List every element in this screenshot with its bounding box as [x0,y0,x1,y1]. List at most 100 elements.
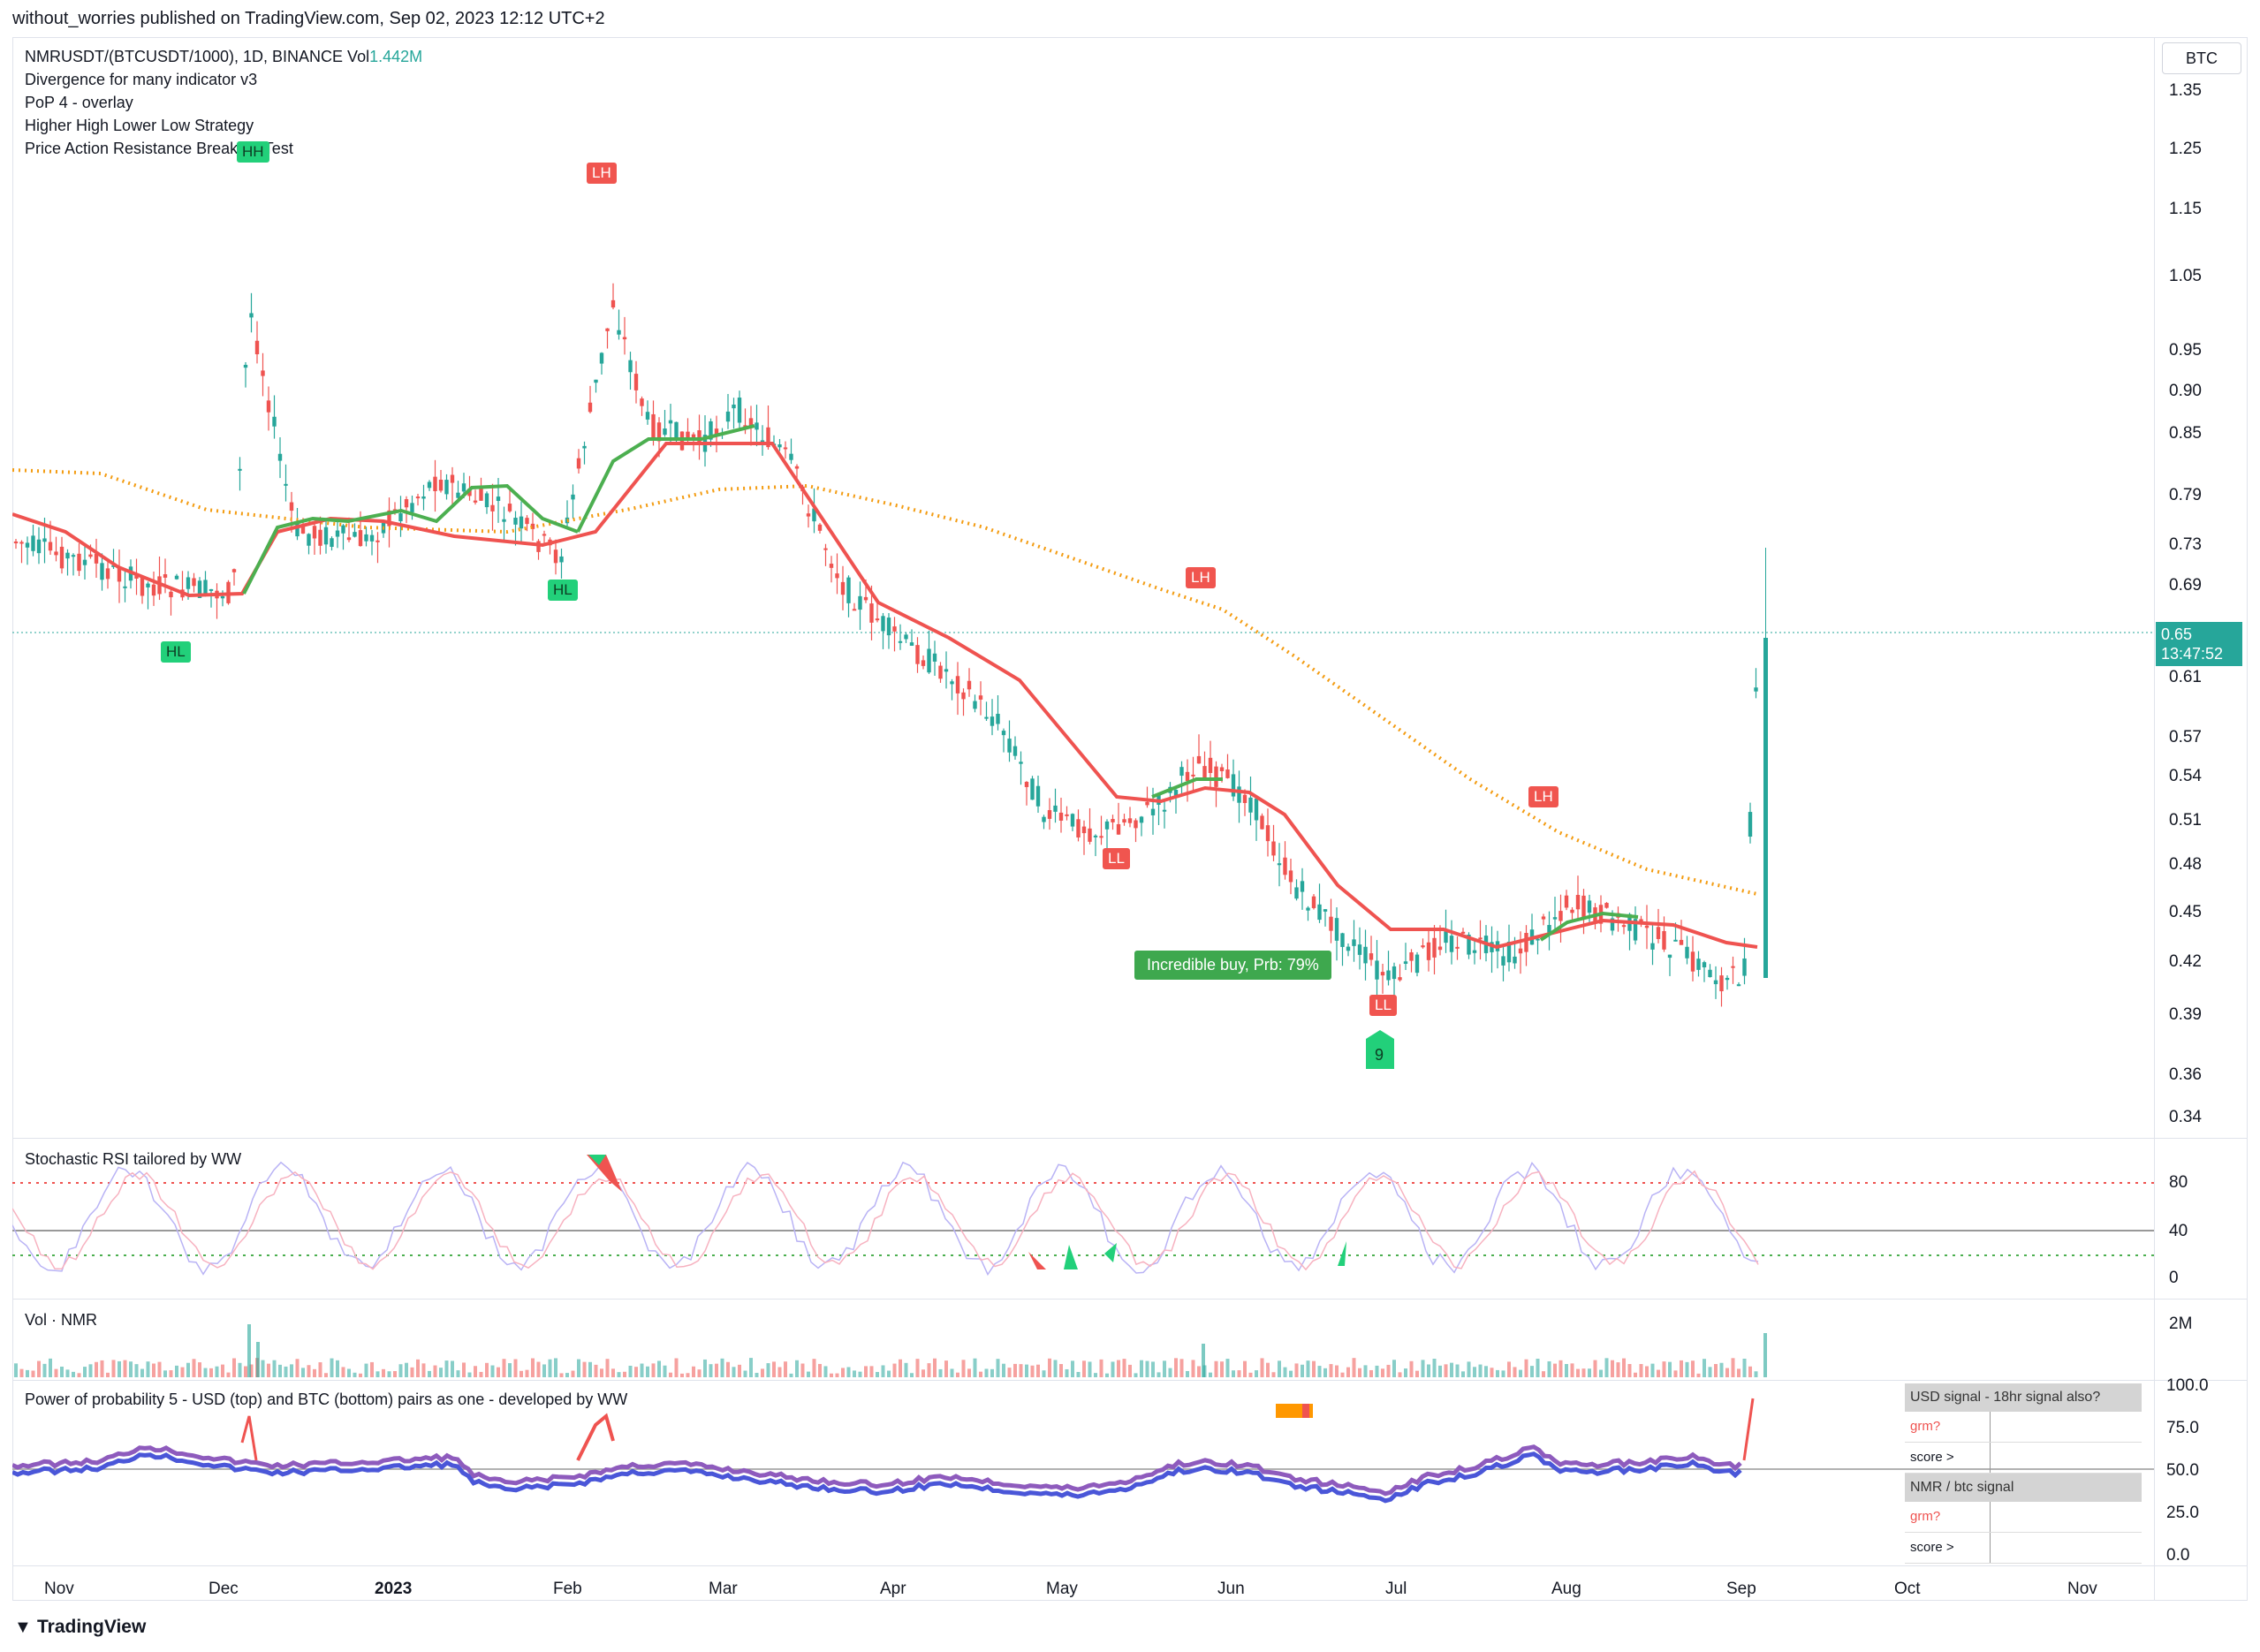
pane-separator[interactable] [12,1138,2248,1139]
time-axis-label: Aug [1551,1580,1581,1598]
volume-bar [416,1359,420,1377]
candle-body [295,522,300,537]
stoch-title[interactable]: Stochastic RSI tailored by WW [25,1150,242,1168]
ma-green-segment [576,424,755,533]
candle-body [203,580,208,595]
candle-body [48,542,53,551]
main-price-chart[interactable] [12,37,2154,1138]
volume-bar [1358,1368,1361,1377]
stoch-rsi-chart[interactable] [12,1139,2154,1298]
volume-bar [812,1359,816,1377]
candle-body [1575,894,1581,910]
candle-body [1754,687,1758,692]
indicator-legend-1[interactable]: Divergence for many indicator v3 [25,71,258,88]
pop-title[interactable]: Power of probability 5 - USD (top) and B… [25,1391,628,1408]
pop-chart[interactable] [12,1381,2154,1565]
candle-body [140,577,145,596]
candle-body [197,580,202,598]
price-axis-label: 0.39 [2169,1005,2202,1024]
volume-bar [646,1366,649,1377]
volume-bar [703,1359,707,1377]
candle-body [1088,828,1092,842]
candle-body [542,534,547,536]
candle-body [1731,966,1735,968]
symbol-legend[interactable]: NMRUSDT/(BTCUSDT/1000), 1D, BINANCE Vol1… [25,48,422,66]
volume-bar [1427,1364,1430,1377]
volume-bar [623,1371,626,1377]
volume-bar [571,1370,575,1377]
candle-body [220,595,225,599]
signal-tag-ll: LL [1369,995,1397,1016]
volume-bar [1174,1358,1178,1377]
volume-bar [1650,1363,1655,1377]
candle-body [1644,925,1649,928]
candle-body [1444,931,1448,943]
candle-body [858,595,862,610]
volume-bar [887,1370,891,1377]
candle-body [111,565,116,567]
volume-bar [1611,1360,1614,1377]
ma-green-segment [1151,777,1223,799]
volume-bar [1071,1360,1074,1377]
pane-separator[interactable] [12,1299,2248,1300]
time-axis-label: Sep [1726,1580,1756,1598]
candle-body [335,530,340,537]
candle-body [1392,966,1397,980]
candle-body [1621,925,1627,928]
volume-bar [1346,1367,1350,1377]
price-axis-label: 1.25 [2169,140,2202,158]
price-axis-label: 1.35 [2169,81,2202,100]
volume-bar [858,1371,862,1377]
candle-body [1139,816,1144,823]
indicator-legend-2[interactable]: PoP 4 - overlay [25,94,133,111]
indicator-legend-3[interactable]: Higher High Lower Low Strategy [25,117,254,134]
volume-bar [519,1370,523,1377]
pane-separator[interactable] [12,1380,2248,1381]
indicator-legend-4[interactable]: Price Action Resistance Breakout Test [25,140,293,157]
candle-body [410,503,414,512]
candle-body [1093,835,1098,837]
currency-button[interactable]: BTC [2162,42,2241,74]
candle-body [1329,916,1333,931]
candle-body [955,676,960,693]
volume-bar [1317,1366,1322,1377]
volume-bar [1220,1361,1224,1377]
candle-body [1421,945,1425,948]
volume-bar [502,1359,506,1377]
pop-spike [576,1413,615,1461]
volume-bar [1742,1358,1747,1377]
volume-bar [129,1361,133,1377]
candle-body [1127,818,1133,823]
stoch-d-line [12,1170,1759,1271]
btc-grm-label: grm? [1910,1509,1941,1524]
candle-body [1541,916,1546,920]
volume-bar [1294,1363,1299,1377]
candle-body [1763,638,1768,978]
candle-body [927,648,931,673]
volume-bar [674,1358,679,1377]
volume-bar [628,1365,633,1377]
volume-bar [1255,1370,1258,1377]
candle-body [1208,757,1213,773]
volume-title[interactable]: Vol · NMR [25,1311,98,1329]
time-axis-label: Mar [709,1580,738,1598]
volume-bar [60,1366,64,1377]
volume-bar [88,1364,93,1377]
volume-bar [692,1366,695,1377]
candle-body [1317,904,1322,921]
volume-bar [1209,1372,1212,1377]
volume-bar [1019,1364,1023,1377]
ma-orange-line [12,468,1758,896]
candle-body [277,453,283,461]
candle-body [117,568,122,582]
volume-bar [1036,1364,1040,1377]
candle-body [1506,941,1512,963]
volume-bar [1473,1367,1476,1377]
price-axis-label: 0.79 [2169,486,2202,504]
tradingview-logo[interactable]: ▼ TradingView [14,1617,146,1638]
volume-bar [456,1370,460,1377]
volume-bar [451,1360,454,1377]
volume-chart[interactable] [12,1300,2154,1379]
volume-bars [14,1324,1767,1377]
candle-body [1639,919,1643,923]
